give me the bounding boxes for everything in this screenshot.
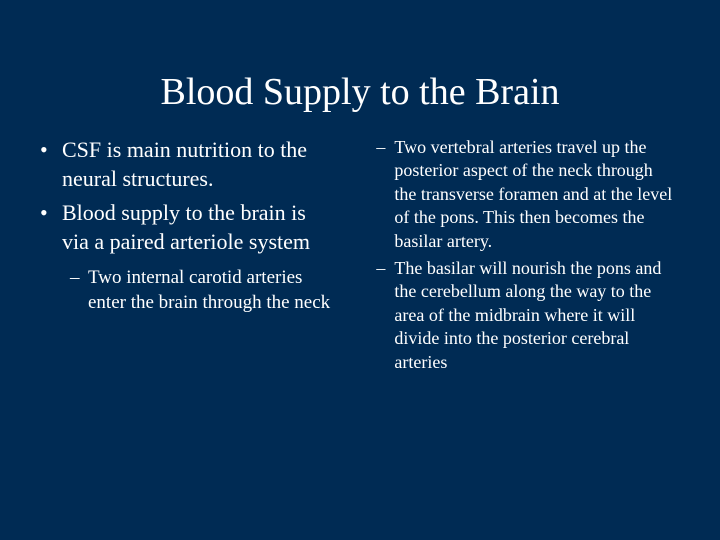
sub-bullet-item: – Two internal carotid arteries enter th…: [70, 266, 334, 315]
dash-marker: –: [70, 266, 88, 315]
sub-bullet-text: Two vertebral arteries travel up the pos…: [394, 136, 678, 253]
slide-title: Blood Supply to the Brain: [40, 70, 680, 114]
slide: Blood Supply to the Brain • CSF is main …: [0, 0, 720, 540]
bullet-item: • Blood supply to the brain is via a pai…: [40, 199, 334, 256]
sub-bullet-text: The basilar will nourish the pons and th…: [394, 257, 678, 374]
bullet-text: CSF is main nutrition to the neural stru…: [62, 136, 334, 193]
sub-bullet-item: – Two vertebral arteries travel up the p…: [376, 136, 678, 253]
content-columns: • CSF is main nutrition to the neural st…: [40, 136, 680, 378]
bullet-item: • CSF is main nutrition to the neural st…: [40, 136, 334, 193]
bullet-text: Blood supply to the brain is via a paire…: [62, 199, 334, 256]
sub-bullet-item: – The basilar will nourish the pons and …: [376, 257, 678, 374]
dash-marker: –: [376, 136, 394, 253]
right-column: – Two vertebral arteries travel up the p…: [358, 136, 678, 378]
bullet-marker: •: [40, 199, 62, 256]
sub-bullet-text: Two internal carotid arteries enter the …: [88, 266, 334, 315]
left-column: • CSF is main nutrition to the neural st…: [40, 136, 334, 378]
dash-marker: –: [376, 257, 394, 374]
bullet-marker: •: [40, 136, 62, 193]
